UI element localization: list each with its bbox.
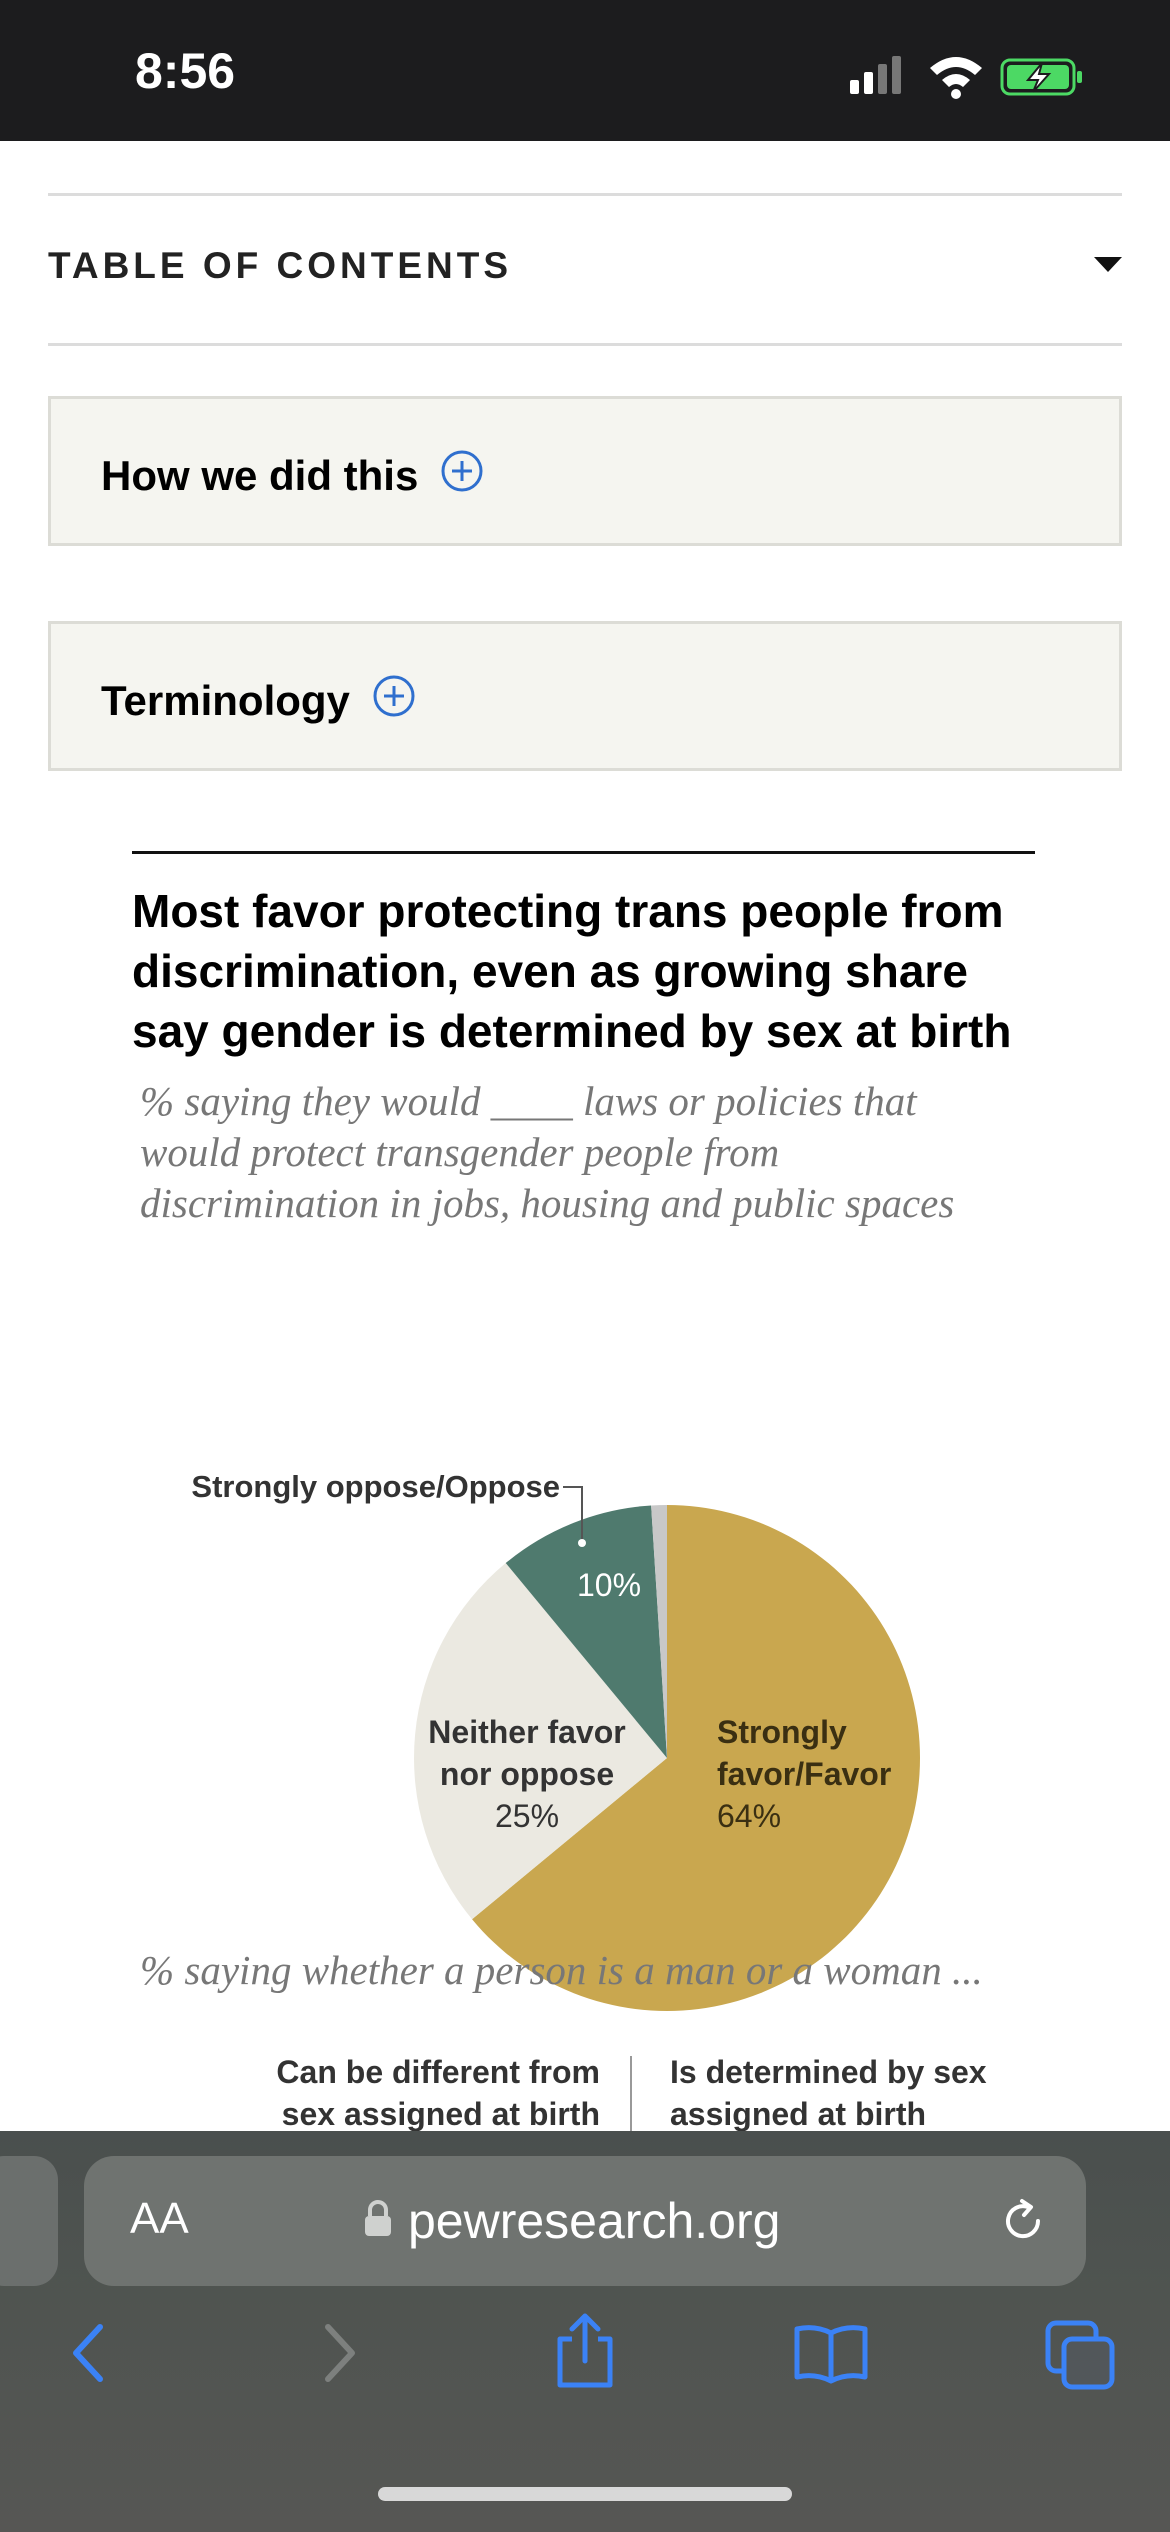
column-header-line: Is determined by sex	[670, 2054, 987, 2090]
chart-title-line: say gender is determined by sex at birth	[132, 1005, 1012, 1057]
divider	[48, 193, 1122, 196]
url-display[interactable]: pewresearch.org	[364, 2192, 780, 2250]
leader-line	[563, 1486, 583, 1543]
pie-label: favor/Favor	[717, 1756, 891, 1792]
article-content: TABLE OF CONTENTS How we did this Termin…	[0, 141, 1170, 2131]
share-icon	[557, 2313, 613, 2388]
pie-label: 25%	[495, 1798, 559, 1834]
chart-subtitle-line: % saying they would ____ laws or policie…	[140, 1078, 917, 1124]
pie-slice	[651, 1505, 667, 1758]
chart-subtitle: % saying they would ____ laws or policie…	[140, 1076, 1040, 1229]
pie-slice	[414, 1563, 667, 1920]
column-header-line: sex assigned at birth	[281, 2096, 600, 2131]
reload-icon[interactable]	[1000, 2198, 1046, 2249]
tabs-icon	[1045, 2320, 1115, 2390]
divider	[48, 343, 1122, 346]
chart-subtitle-line: discrimination in jobs, housing and publ…	[140, 1180, 955, 1226]
plus-circle-icon[interactable]	[372, 674, 416, 728]
pie-label: 10%	[577, 1567, 641, 1603]
pie-slice	[505, 1505, 667, 1758]
share-button[interactable]	[550, 2311, 620, 2396]
tabs-button[interactable]	[1044, 2319, 1116, 2396]
chart-title-line: Most favor protecting trans people from	[132, 885, 1004, 937]
chevron-left-icon	[73, 2324, 103, 2382]
address-bar[interactable]: AA pewresearch.org	[84, 2156, 1086, 2286]
back-button[interactable]	[66, 2321, 110, 2390]
pie-chart: Strongly favor/Favor 64% Neither favor nor o…	[191, 1469, 921, 2011]
plus-circle-icon[interactable]	[440, 449, 484, 503]
pie-label: Strongly	[717, 1714, 847, 1750]
status-bar: 8:56	[0, 0, 1170, 141]
column-header-line: Can be different from	[276, 2054, 600, 2090]
accordion-label: Terminology	[101, 677, 350, 724]
chart-subtitle-line: would protect transgender people from	[140, 1129, 780, 1175]
lock-icon	[364, 2192, 392, 2250]
home-indicator[interactable]	[378, 2487, 792, 2501]
toc-title[interactable]: TABLE OF CONTENTS	[48, 245, 513, 286]
chevron-right-icon	[325, 2324, 355, 2382]
pie-label: Neither favor	[428, 1714, 625, 1750]
pie-slice	[472, 1505, 921, 2011]
chart-subtitle-secondary: % saying whether a person is a man or a …	[140, 1947, 983, 1993]
wifi-icon	[930, 57, 982, 99]
column-divider	[630, 2056, 632, 2131]
forward-button[interactable]	[318, 2321, 362, 2390]
accordion-how-we-did-this[interactable]: How we did this	[48, 396, 1122, 546]
status-icons	[850, 52, 1090, 107]
url-text: pewresearch.org	[408, 2193, 781, 2249]
pie-label: Strongly oppose/Oppose	[191, 1469, 560, 1504]
book-icon	[794, 2325, 868, 2384]
chart-top-rule	[132, 851, 1035, 854]
caret-down-icon[interactable]	[1094, 257, 1122, 272]
reader-settings-button[interactable]: AA	[130, 2194, 189, 2243]
column-header-line: assigned at birth	[670, 2096, 927, 2131]
pie-label: 64%	[717, 1798, 781, 1834]
leader-dot	[578, 1539, 586, 1547]
chart-title-line: discrimination, even as growing share	[132, 945, 968, 997]
previous-tab-preview[interactable]	[0, 2156, 58, 2286]
battery-charging-icon	[1000, 58, 1082, 96]
column-header-right: Is determined by sex assigned at birth	[670, 2051, 1030, 2131]
accordion-label: How we did this	[101, 452, 419, 499]
column-header-left: Can be different from sex assigned at bi…	[240, 2051, 600, 2131]
browser-toolbar: AA pewresearch.org	[0, 2131, 1170, 2532]
cellular-signal-icon	[850, 56, 901, 94]
chart-title: Most favor protecting trans people from …	[132, 881, 1042, 1061]
pie-label: nor oppose	[440, 1756, 614, 1792]
accordion-terminology[interactable]: Terminology	[48, 621, 1122, 771]
status-time: 8:56	[135, 43, 236, 99]
bookmarks-button[interactable]	[793, 2321, 869, 2390]
